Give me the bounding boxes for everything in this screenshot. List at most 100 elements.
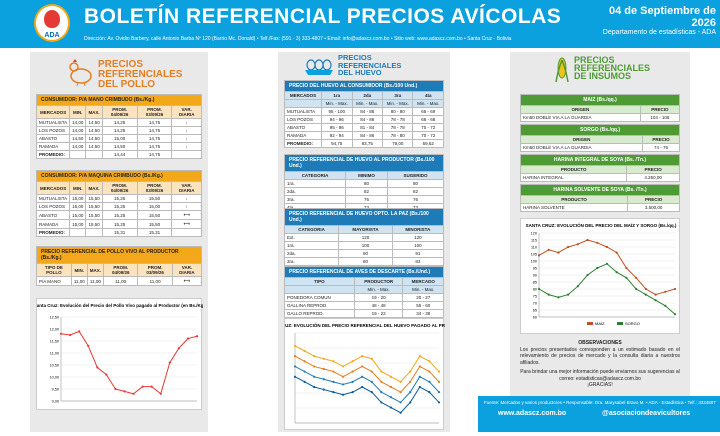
pollo-panel: PRECIOS REFERENCIALES DEL POLLO CONSUMID… — [30, 52, 208, 432]
table-row: PONEDORA COMUN 19 - 20 20 - 27 — [284, 293, 444, 302]
footer-website[interactable]: www.adascz.com.bo — [498, 410, 567, 417]
table-row: MUTUALISTA 95 - 100 84 - 86 80 - 80 65 - 69 — [283, 107, 444, 116]
table-cell — [171, 228, 202, 237]
footer-social[interactable]: @asociaciondeavicultores — [602, 410, 691, 417]
table-cell: 15,00 — [69, 219, 87, 229]
table-cell: ⟷ — [171, 276, 203, 286]
chart-title: Santa Cruz: Evolución del Precio del Pol… — [37, 303, 203, 308]
huevo-table-1: PRECIO DEL HUEVO AL CONSUMIDOR (Bs./100 … — [278, 80, 450, 148]
table-cell: 3ra. — [283, 195, 347, 204]
table-row: Km50 DOBLE VIA A LA GUARDIA 104 - 106 — [520, 113, 681, 122]
data-point — [389, 375, 393, 378]
y-tick-label: 95 — [533, 267, 537, 271]
data-point — [437, 380, 441, 383]
data-point — [123, 390, 126, 393]
table-title: SORGO (Bs./qq.) — [520, 124, 680, 136]
data-point — [313, 375, 316, 378]
data-point — [635, 287, 638, 291]
data-point — [389, 406, 393, 409]
column-subheader: Min. - Max. — [353, 285, 404, 294]
y-tick-label: 12,00 — [49, 328, 59, 332]
table-cell: 15,25 — [101, 219, 138, 229]
table-cell: 14,75 — [136, 134, 173, 143]
column-header: MIN. — [70, 263, 88, 277]
data-point — [389, 396, 393, 399]
table-row: PROMEDIO: 15,31 15,31 — [35, 228, 202, 237]
data-point — [313, 355, 316, 358]
table-row: RAMADA 14,00 14,50 14,50 14,75 ↓ — [35, 142, 202, 151]
footer-bar: Fuente: Mercados y varios productores • … — [478, 396, 720, 432]
table-cell: 92 - 94 — [321, 131, 353, 140]
table-cell: 84 - 86 — [351, 107, 384, 116]
obs-text-1: Los precios presentados corresponden a u… — [520, 346, 680, 366]
column-header: VAR. DIARIA — [171, 105, 202, 119]
huevo-panel: PRECIOS REFERENCIALES DEL HUEVO PRECIO D… — [262, 52, 468, 432]
table-cell: 19 - 22 — [353, 309, 404, 318]
data-point — [293, 355, 297, 358]
column-header: ORIGEN — [519, 135, 644, 144]
column-header: 1ra — [321, 91, 353, 100]
y-tick-label: 10,00 — [49, 376, 59, 380]
table-cell: ↓ — [171, 142, 202, 151]
data-point — [673, 313, 677, 316]
data-point — [380, 370, 383, 373]
huevo-table-3: PRECIO REFERENCIAL DE HUEVO OPTO. LA PAZ… — [278, 208, 450, 274]
data-point — [303, 380, 306, 383]
data-point — [332, 380, 335, 383]
table-cell: 79,00 — [382, 139, 414, 148]
table-cell: 14,00 — [69, 142, 87, 151]
data-point — [78, 330, 81, 333]
table-cell: 76 — [387, 195, 444, 204]
table-cell: 120 — [338, 233, 393, 242]
data-point — [576, 243, 579, 246]
column-header: CATEGORIA — [283, 171, 347, 180]
table-cell: 20 - 27 — [402, 293, 444, 302]
data-point — [322, 378, 325, 381]
column-subheader: Min. - Max. — [321, 99, 353, 108]
ada-logo: ADA — [34, 4, 70, 42]
data-point — [351, 360, 354, 363]
data-point — [380, 380, 383, 383]
y-tick-label: 110 — [531, 246, 537, 250]
table-title: PRECIO REFERENCIAL DE HUEVO OPTO. LA PAZ… — [284, 208, 444, 226]
column-header: PRODUCTO — [519, 165, 628, 174]
huevo-chart: SANTA CRUZ: EVOLUCIÓN DEL PRECIO REFEREN… — [262, 318, 468, 430]
data-point — [615, 271, 618, 274]
data-point — [547, 248, 550, 251]
table-row: GALLINA REPROD. 48 - 48 55 - 60 — [284, 301, 444, 310]
address-line: Dirección: Av. Ovidio Barbery, calle Ant… — [84, 36, 512, 42]
table-row: 3ra. 76 76 — [283, 195, 444, 204]
pollo-title-2: REFERENCIALES — [98, 69, 183, 80]
table-cell: LOS POZOS — [35, 126, 71, 135]
data-point — [341, 365, 345, 368]
insumos-chart: SANTA CRUZ: EVOLUCIÓN DEL PRECIO DEL MAÍ… — [520, 218, 680, 334]
table-cell: 80 — [338, 257, 393, 266]
table-cell: 69,62 — [412, 139, 444, 148]
column-header: MINORISTA — [391, 225, 445, 234]
table-cell: 4.250,00 — [626, 173, 680, 182]
data-point — [168, 361, 171, 364]
table-cell: 74 - 76 — [642, 143, 680, 152]
column-header: MAX. — [85, 105, 103, 119]
page-title: BOLETÍN REFERENCIAL PRECIOS AVÍCOLAS — [84, 5, 562, 28]
column-header: MERCADOS — [283, 91, 323, 100]
pollo-title-1: PRECIOS — [98, 59, 144, 70]
table-cell: 104 - 106 — [639, 113, 681, 122]
table-cell: ⟷ — [171, 219, 202, 229]
footer-sources: Fuente: Mercados y varios productores • … — [484, 400, 716, 405]
insumos-table-2: SORGO (Bs./qq.) ORIGEN PRECIO Km50 DOBLE VI… — [510, 124, 690, 152]
table-cell: PROMEDIO: — [35, 150, 71, 159]
data-point — [409, 370, 412, 373]
y-tick-label: 85 — [533, 281, 537, 285]
column-header: TIPO — [284, 277, 355, 286]
table-cell: P/A MANO — [36, 276, 72, 286]
table-cell: 14,25 — [101, 126, 138, 135]
data-point — [322, 388, 325, 391]
data-point — [437, 391, 441, 394]
table-row: 2da. 90 91 — [283, 249, 445, 258]
table-cell: MUTUALISTA — [35, 194, 71, 203]
data-point — [557, 296, 560, 299]
table-cell: 80 — [387, 179, 444, 188]
table-cell: 15,50 — [136, 210, 173, 220]
insumos-table-3: HARINA INTEGRAL DE SOYA (Bs. /Tn.) PRODUC… — [510, 154, 690, 182]
